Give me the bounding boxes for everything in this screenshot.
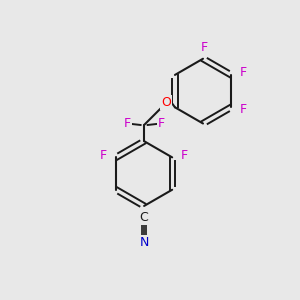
Text: F: F [201, 41, 208, 54]
Text: F: F [181, 149, 188, 162]
Text: F: F [240, 66, 247, 79]
Text: C: C [140, 211, 148, 224]
Text: F: F [124, 117, 130, 130]
Text: F: F [158, 117, 165, 130]
Text: N: N [140, 236, 149, 249]
Text: F: F [100, 149, 107, 162]
Text: O: O [161, 96, 171, 110]
Text: F: F [240, 103, 247, 116]
